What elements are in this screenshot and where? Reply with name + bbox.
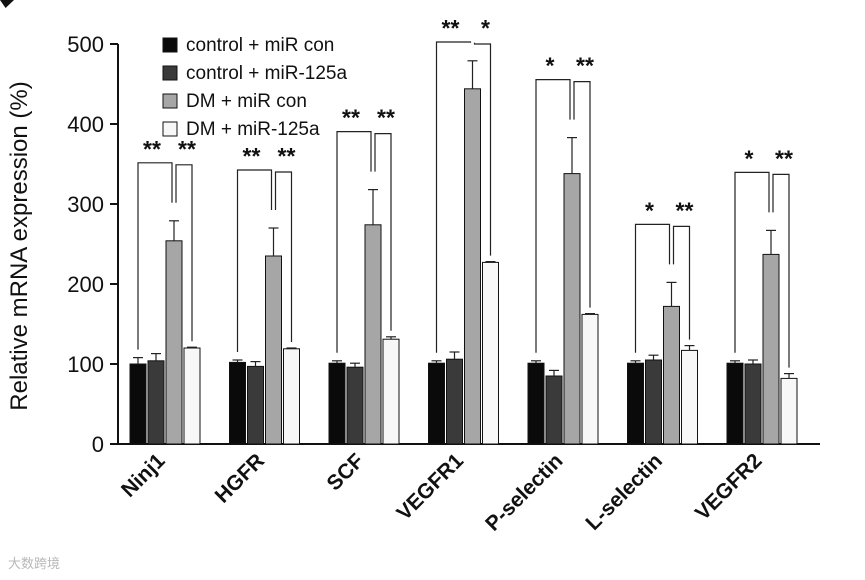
significance-annotations: ** ** ** **** **** ** *** *** ** — [137, 15, 793, 368]
bracket-left — [535, 79, 571, 353]
bar-VEGFR1-4 — [482, 261, 499, 445]
x-tick-label-Ninj1: Ninj1 — [117, 449, 170, 502]
bracket-left — [236, 169, 273, 352]
bar-HGFR-1 — [229, 361, 246, 445]
bar-SCF-3 — [364, 224, 382, 445]
bracket-right — [274, 171, 293, 342]
legend-label-4: DM + miR-125a — [186, 119, 320, 140]
legend: control + miR con control + miR-125a DM + … — [162, 35, 347, 140]
significance-left-label: ** — [243, 143, 261, 169]
significance-left-label: * — [546, 53, 555, 79]
bar-VEGFR2-3 — [762, 253, 780, 445]
bar-SCF-4 — [382, 338, 400, 445]
bracket-left — [734, 171, 770, 353]
bar-P-selectin-4 — [581, 313, 599, 445]
significance-left-label: ** — [342, 105, 360, 131]
bracket-right — [672, 225, 691, 340]
bar-P-selectin-2 — [545, 375, 563, 445]
bracket-right — [374, 133, 392, 331]
significance-left-label: ** — [442, 15, 460, 41]
significance-right-label: ** — [178, 136, 196, 162]
legend-swatch-3 — [162, 93, 178, 109]
significance-right-label: ** — [676, 197, 694, 223]
bar-HGFR-4 — [283, 348, 300, 445]
bar-Ninj1-1 — [129, 363, 147, 445]
significance-right-label: ** — [775, 145, 793, 171]
y-tick-label: 500 — [67, 32, 104, 57]
panel-corner-mark — [0, 0, 14, 8]
bar-VEGFR1-2 — [446, 358, 463, 445]
bar-VEGFR1-1 — [428, 362, 445, 445]
bar-P-selectin-3 — [563, 173, 581, 445]
y-tick-label: 400 — [67, 112, 104, 137]
y-tick-label: 300 — [67, 192, 104, 217]
significance-right-label: ** — [576, 53, 594, 79]
bracket-right — [573, 81, 591, 308]
bar-L-selectin-3 — [663, 305, 680, 445]
bar-VEGFR2-1 — [726, 362, 744, 445]
bar-L-selectin-2 — [645, 359, 662, 445]
y-tick-label: 100 — [67, 352, 104, 377]
significance-left-label: ** — [143, 136, 161, 162]
legend-label-3: DM + miR con — [186, 91, 307, 112]
y-tick-label: 0 — [92, 432, 104, 457]
significance-right-label: * — [481, 15, 490, 41]
watermark-text: 大数跨境 — [8, 557, 61, 572]
x-tick-label-VEGFR2: VEGFR2 — [691, 449, 767, 525]
x-tick-label-VEGFR1: VEGFR1 — [392, 449, 468, 525]
bracket-right — [772, 173, 790, 368]
bar-HGFR-2 — [247, 365, 264, 445]
x-tick-label-HGFR: HGFR — [211, 449, 269, 507]
bar-L-selectin-4 — [681, 349, 698, 445]
bar-SCF-2 — [346, 366, 364, 445]
bar-VEGFR2-2 — [744, 363, 762, 445]
bracket-right — [473, 42, 492, 256]
bar-SCF-1 — [328, 362, 346, 445]
bar-P-selectin-1 — [527, 362, 545, 445]
bar-L-selectin-1 — [627, 362, 644, 445]
y-tick-label: 200 — [67, 272, 104, 297]
significance-left-label: * — [745, 145, 754, 171]
y-axis-title: Relative mRNA expression (%) — [6, 81, 33, 410]
bar-Ninj1-4 — [183, 347, 201, 445]
legend-swatch-2 — [162, 65, 178, 81]
legend-label-1: control + miR con — [186, 35, 334, 56]
bracket-left — [137, 162, 173, 350]
x-tick-label-P-selectin: P-selectin — [481, 449, 567, 535]
bracket-left — [336, 131, 372, 353]
bar-VEGFR1-3 — [464, 88, 481, 445]
bar-HGFR-3 — [265, 255, 282, 445]
x-tick-label-SCF: SCF — [323, 449, 369, 495]
y-ticks: 0 100 200 300 400 500 — [67, 32, 118, 457]
bar-Ninj1-3 — [165, 240, 183, 445]
x-tick-labels: Ninj1 HGFR SCF VEGFR1 P-selectin L-selectin VE… — [117, 449, 767, 536]
legend-swatch-4 — [162, 121, 178, 137]
x-tick-label-L-selectin: L-selectin — [581, 449, 667, 535]
bar-series — [129, 60, 798, 445]
bracket-right — [175, 164, 193, 342]
significance-right-label: ** — [278, 143, 296, 169]
legend-label-2: control + miR-125a — [186, 63, 347, 84]
bar-Ninj1-2 — [147, 360, 165, 445]
legend-swatch-1 — [162, 37, 178, 53]
bracket-left — [435, 41, 472, 353]
significance-right-label: ** — [377, 105, 395, 131]
bracket-left — [634, 223, 671, 353]
bar-VEGFR2-4 — [780, 377, 798, 445]
significance-left-label: * — [645, 197, 654, 223]
